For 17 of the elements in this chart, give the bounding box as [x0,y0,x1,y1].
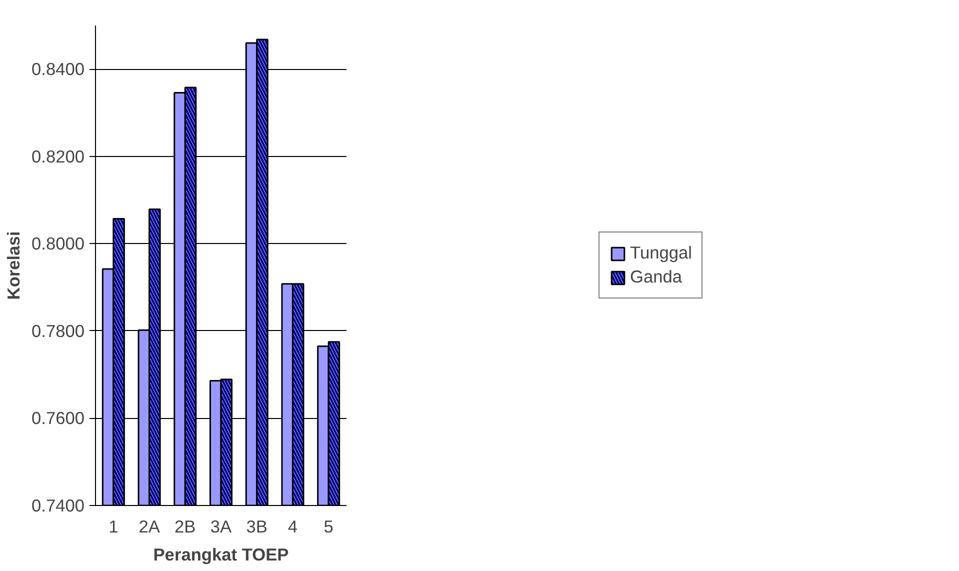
x-tick-label: 5 [324,516,334,536]
x-axis-title: Perangkat TOEP [153,544,289,564]
y-axis-title: Korelasi [4,231,24,300]
y-tick-label: 0.7800 [32,320,84,341]
x-tick-label: 4 [288,516,298,536]
legend-label: Tunggal [630,242,692,264]
y-tick-label: 0.8200 [32,146,84,166]
y-tick-label: 0.7400 [32,496,84,516]
x-tick-label: 3A [210,516,232,536]
x-tick-label: 3B [246,516,268,536]
legend-label: Ganda [630,266,682,288]
x-tick-label: 2A [138,516,160,536]
x-tick-label: 1 [108,516,118,536]
y-tick-label: 0.7600 [32,408,84,428]
y-tick-label: 0.8400 [32,59,84,80]
x-tick-label: 2B [174,516,196,536]
y-tick-label: 0.8000 [32,234,84,254]
